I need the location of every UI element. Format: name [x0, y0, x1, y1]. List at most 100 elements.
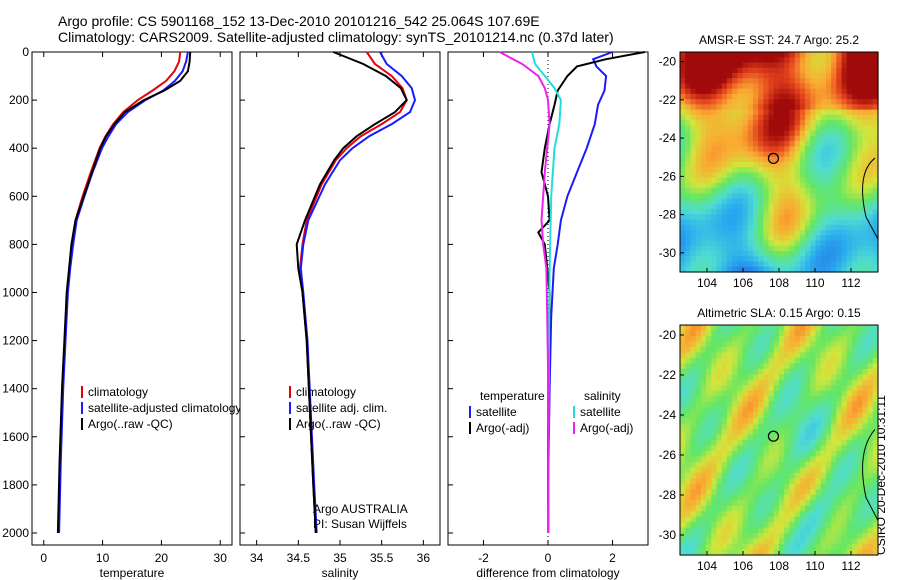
map-cell	[773, 261, 780, 268]
map-cell	[872, 379, 879, 386]
map-cell	[721, 78, 728, 85]
map-cell	[695, 538, 702, 545]
map-cell	[841, 374, 848, 381]
map-cell	[794, 224, 801, 231]
map-cell	[726, 341, 733, 348]
map-cell	[815, 456, 822, 463]
map-cell	[747, 368, 754, 375]
map-cell	[752, 456, 759, 463]
map-cell	[799, 412, 806, 419]
map-cell	[721, 167, 728, 174]
map-cell	[732, 440, 738, 447]
map-cell	[685, 109, 692, 116]
map-cell	[768, 527, 775, 534]
map-cell	[768, 440, 775, 447]
map-cell	[841, 230, 848, 236]
map-cell	[758, 440, 764, 447]
map-cell	[752, 120, 759, 126]
map-cell	[836, 188, 843, 195]
map-cell	[799, 434, 806, 441]
map-cell	[862, 193, 869, 200]
map-cell	[872, 52, 879, 58]
map-cell	[737, 489, 744, 496]
map-cell	[726, 346, 733, 353]
map-cell	[779, 72, 785, 79]
map-cell	[841, 483, 848, 490]
map-cell	[680, 120, 686, 126]
map-cell	[742, 346, 749, 353]
map-cell	[867, 330, 874, 337]
map-cell	[862, 412, 869, 419]
map-cell	[773, 162, 780, 168]
map-cell	[862, 396, 869, 403]
map-cell	[716, 511, 723, 518]
map-cell	[706, 450, 712, 458]
map-cell	[784, 146, 791, 153]
map-cell	[867, 62, 874, 69]
map-cell	[742, 352, 749, 359]
map-cell	[752, 146, 759, 153]
map-cell	[680, 538, 686, 545]
map-cell	[680, 188, 686, 195]
map-cell	[825, 335, 832, 343]
map-cell	[794, 489, 801, 496]
map-cell	[732, 130, 738, 137]
map-cell	[716, 407, 723, 414]
map-cell	[857, 494, 863, 501]
map-cell	[685, 390, 692, 397]
chart-temperature: 0 10 20 30020040060080010001200140016001800…	[2, 45, 241, 580]
map-cell	[706, 423, 712, 430]
map-cell	[831, 429, 837, 436]
map-cell	[815, 177, 822, 184]
map-cell	[726, 135, 733, 142]
map-cell	[690, 363, 697, 370]
map-cell	[825, 167, 832, 174]
map-cell	[721, 125, 728, 132]
map-cell	[711, 114, 718, 121]
map-cell	[700, 245, 707, 252]
map-cell	[862, 467, 869, 474]
map-cell	[810, 83, 817, 90]
map-cell	[747, 379, 754, 386]
map-cell	[711, 151, 718, 158]
map-cell	[872, 483, 879, 490]
map-cell	[789, 72, 796, 79]
map-cell	[747, 478, 754, 485]
map-cell	[831, 412, 837, 419]
map-cell	[799, 368, 806, 375]
map-cell	[752, 396, 759, 403]
map-cell	[779, 57, 785, 64]
map-cell	[685, 219, 692, 226]
map-cell	[846, 363, 853, 370]
map-cell	[836, 256, 843, 263]
map-cell	[779, 396, 785, 403]
map-cell	[773, 224, 780, 231]
map-cell	[867, 522, 874, 529]
map-cell	[820, 188, 827, 195]
map-cell	[851, 130, 858, 137]
map-cell	[700, 352, 707, 359]
map-cell	[726, 151, 733, 158]
map-cell	[690, 230, 697, 236]
map-cell	[700, 434, 707, 441]
map-cell	[737, 549, 744, 556]
map-cell	[685, 478, 692, 485]
map-cell	[732, 256, 738, 263]
map-cell	[763, 385, 770, 392]
map-cell	[815, 516, 822, 523]
map-cell	[685, 418, 692, 425]
map-cell	[841, 440, 848, 447]
map-cell	[794, 261, 801, 268]
map-cell	[784, 182, 791, 189]
map-cell	[700, 251, 707, 257]
map-cell	[758, 182, 764, 189]
map-cell	[779, 130, 785, 137]
map-cell	[831, 251, 837, 257]
map-cell	[773, 156, 780, 163]
map-cell	[773, 390, 780, 397]
map-cell	[836, 450, 843, 458]
map-cell	[690, 156, 697, 163]
map-cell	[794, 177, 801, 184]
map-cell	[695, 363, 702, 370]
map-cell	[690, 494, 697, 501]
